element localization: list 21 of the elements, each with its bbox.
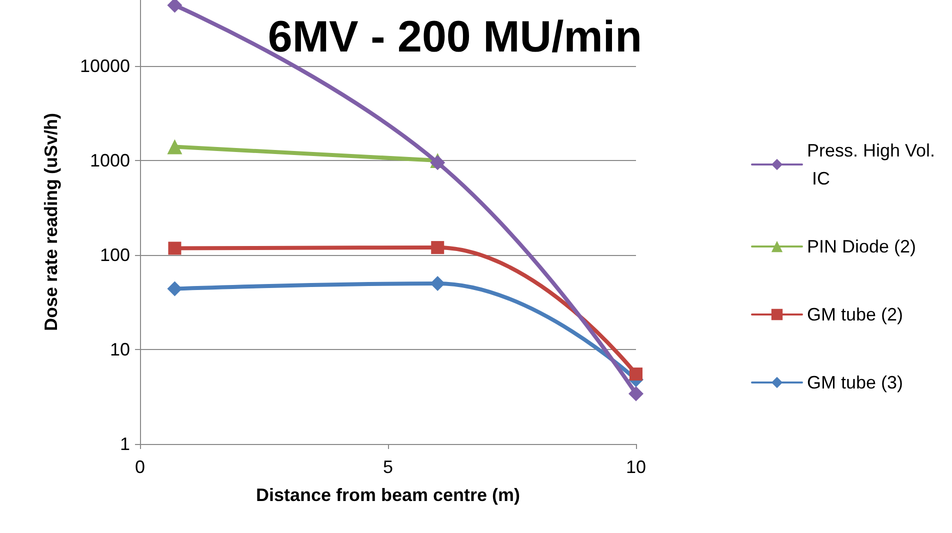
x-axis-title: Distance from beam centre (m) bbox=[256, 485, 520, 505]
legend-label: Press. High Vol. IC bbox=[807, 140, 936, 188]
chart-title: 6MV - 200 MU/min bbox=[268, 12, 642, 62]
y-tick-label: 10 bbox=[110, 340, 130, 360]
y-tick-label: 100 bbox=[100, 245, 130, 266]
point bbox=[430, 276, 446, 291]
point bbox=[168, 242, 182, 255]
y-tick-label: 10000 bbox=[80, 56, 130, 76]
legend-label: PIN Diode (2) bbox=[807, 236, 916, 256]
point bbox=[628, 386, 644, 402]
point bbox=[167, 281, 182, 296]
y-tick-label: 1 bbox=[120, 434, 130, 454]
point bbox=[431, 241, 444, 254]
y-tick-label: 1000 bbox=[90, 150, 130, 171]
x-tick-label: 0 bbox=[134, 457, 146, 477]
legend-label: GM tube (3) bbox=[807, 372, 904, 392]
legend-label: GM tube (2) bbox=[807, 304, 904, 324]
point bbox=[630, 368, 642, 381]
y-axis-title: Dose rate reading (uSv/h) bbox=[41, 112, 61, 332]
x-tick-label: 10 bbox=[626, 457, 646, 477]
x-tick-label: 5 bbox=[382, 457, 394, 477]
